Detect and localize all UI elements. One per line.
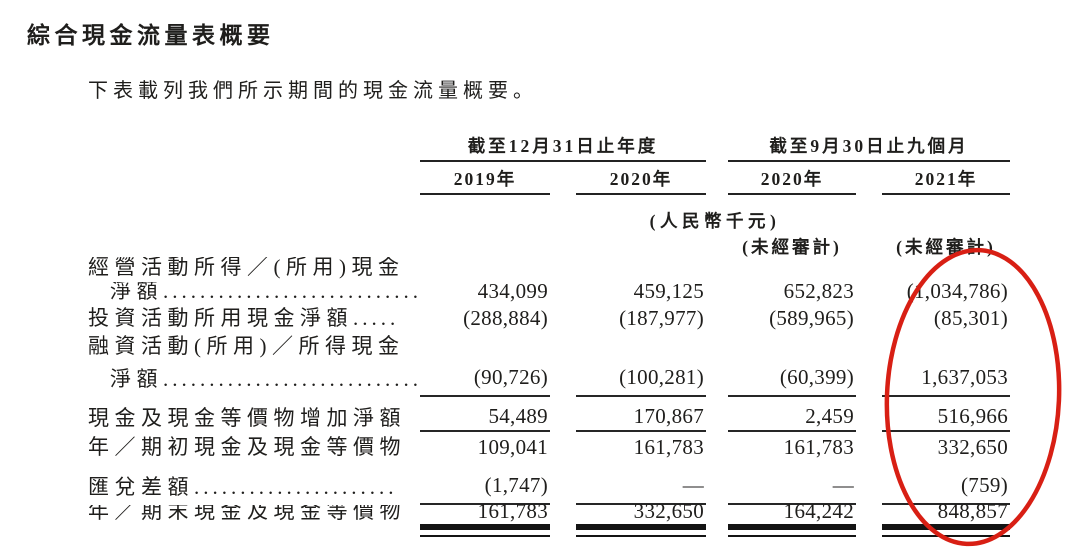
cell-value: 434,099: [477, 279, 548, 303]
intro-text: 下表載列我們所示期間的現金流量概要。: [88, 80, 538, 102]
cashflow-summary-table: 截至12月31日止年度 截至9月30日止九個月 2019年 2020年 2020…: [88, 134, 1010, 539]
row-label: 經營活動所得／(所用)現金: [88, 257, 405, 279]
year-header-2020: 2020年: [576, 162, 706, 195]
cell-value: 652,823: [783, 279, 854, 303]
cell-value: 109,041: [477, 435, 548, 459]
row-label-text: 投資活動所用現金淨額: [88, 307, 353, 330]
year-header-2021-9m: 2021年: [882, 162, 1010, 195]
year-header-2019: 2019年: [420, 162, 550, 195]
cell-value: (589,965): [769, 306, 854, 330]
cell-value: 54,489: [420, 397, 550, 432]
cell-value: 516,966: [882, 397, 1010, 432]
cell-value: —: [728, 463, 856, 505]
cell-value: (1,034,786): [906, 279, 1008, 303]
double-rule: [420, 524, 550, 537]
cell-value: (90,726): [420, 361, 550, 397]
cell-value: 332,650: [937, 435, 1008, 459]
cell-value: 332,650: [633, 499, 704, 523]
dot-leader: ............................: [163, 282, 420, 303]
cell-value: —: [576, 463, 706, 505]
dot-leader: .....: [353, 307, 400, 330]
double-rule: [882, 524, 1010, 537]
cell-value: 1,637,053: [882, 361, 1010, 397]
cell-value: 2,459: [728, 397, 856, 432]
cell-value: 161,783: [633, 435, 704, 459]
double-rule: [728, 524, 856, 537]
cell-value: 848,857: [937, 499, 1008, 523]
col-group-nine-months: 截至9月30日止九個月: [728, 134, 1010, 162]
double-rule: [576, 524, 706, 537]
cell-value: (1,747): [420, 463, 550, 505]
cell-value: (60,399): [728, 361, 856, 397]
row-label: 匯兌差額 ......................: [88, 463, 420, 505]
row-label: 年／期末現金及現金等價物: [88, 505, 406, 523]
cell-value: 164,242: [783, 499, 854, 523]
cell-value: 170,867: [576, 397, 706, 432]
row-label-indent: 淨額: [110, 367, 163, 391]
row-label-indent: 淨額: [110, 282, 163, 303]
cell-value: 459,125: [633, 279, 704, 303]
row-label-cont: 淨額 ............................: [88, 282, 420, 307]
cell-value: (100,281): [576, 361, 706, 397]
dot-leader: ......................: [194, 475, 398, 499]
unit-note: (人民幣千元): [649, 210, 781, 231]
row-label-text: 匯兌差額: [88, 475, 194, 499]
row-label: 投資活動所用現金淨額 .....: [88, 307, 420, 335]
row-label: 融資活動(所用)／所得現金: [88, 335, 405, 358]
row-label: 年／期初現金及現金等價物: [88, 435, 406, 459]
dot-leader: ............................: [163, 367, 420, 391]
cell-value: (85,301): [933, 306, 1008, 330]
row-label-cont: 淨額 ............................: [88, 361, 420, 397]
unaudited-note: (未經審計): [742, 236, 842, 257]
row-label: 現金及現金等價物增加淨額: [88, 406, 406, 430]
cell-value: 161,783: [783, 435, 854, 459]
cell-value: 161,783: [477, 499, 548, 523]
cell-value: (187,977): [619, 306, 704, 330]
cell-value: (288,884): [463, 306, 548, 330]
year-header-2020-9m: 2020年: [728, 162, 856, 195]
col-group-annual: 截至12月31日止年度: [420, 134, 706, 162]
unaudited-note: (未經審計): [896, 236, 996, 257]
section-heading: 綜合現金流量表概要: [27, 23, 275, 48]
